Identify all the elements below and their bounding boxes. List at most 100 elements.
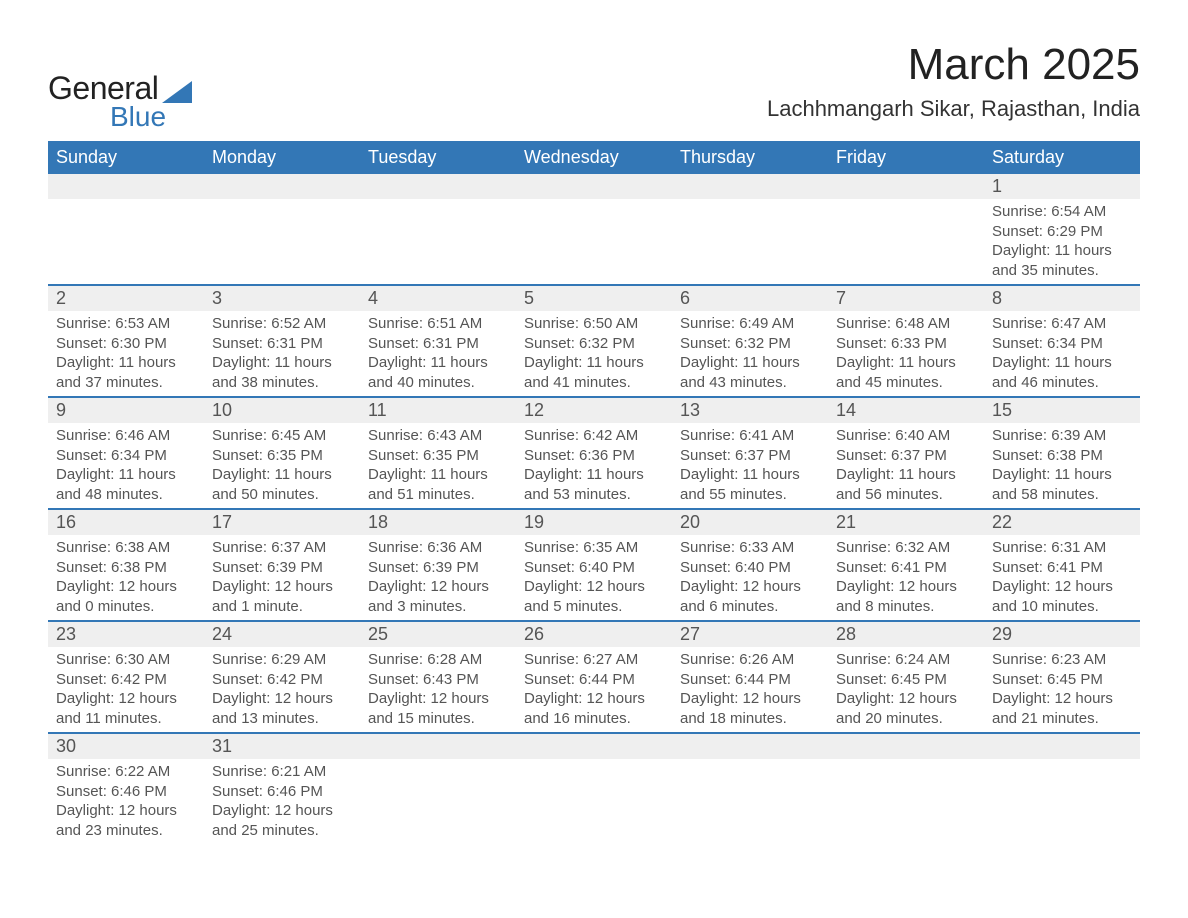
day-header: Saturday <box>984 141 1140 174</box>
header-block: General Blue March 2025 Lachhmangarh Sik… <box>48 40 1140 133</box>
daylight-text-2: and 21 minutes. <box>992 709 1132 729</box>
daylight-text-2: and 55 minutes. <box>680 485 820 505</box>
daylight-text-1: Daylight: 11 hours <box>56 353 196 373</box>
day-cell <box>828 759 984 844</box>
day-number: 20 <box>672 510 828 535</box>
calendar-details-row: Sunrise: 6:30 AMSunset: 6:42 PMDaylight:… <box>48 647 1140 732</box>
day-number <box>48 174 204 199</box>
daylight-text-2: and 38 minutes. <box>212 373 352 393</box>
day-cell: Sunrise: 6:53 AMSunset: 6:30 PMDaylight:… <box>48 311 204 396</box>
sunrise-text: Sunrise: 6:42 AM <box>524 426 664 446</box>
day-header: Tuesday <box>360 141 516 174</box>
day-header: Wednesday <box>516 141 672 174</box>
sunset-text: Sunset: 6:46 PM <box>56 782 196 802</box>
daylight-text-2: and 3 minutes. <box>368 597 508 617</box>
day-cell: Sunrise: 6:54 AMSunset: 6:29 PMDaylight:… <box>984 199 1140 284</box>
daylight-text-1: Daylight: 12 hours <box>524 689 664 709</box>
day-cell: Sunrise: 6:31 AMSunset: 6:41 PMDaylight:… <box>984 535 1140 620</box>
daylight-text-1: Daylight: 11 hours <box>992 465 1132 485</box>
day-header: Sunday <box>48 141 204 174</box>
calendar: Sunday Monday Tuesday Wednesday Thursday… <box>48 141 1140 844</box>
day-cell: Sunrise: 6:41 AMSunset: 6:37 PMDaylight:… <box>672 423 828 508</box>
daylight-text-1: Daylight: 12 hours <box>212 801 352 821</box>
day-number: 26 <box>516 622 672 647</box>
daylight-text-2: and 51 minutes. <box>368 485 508 505</box>
sunrise-text: Sunrise: 6:28 AM <box>368 650 508 670</box>
sunset-text: Sunset: 6:34 PM <box>992 334 1132 354</box>
sunrise-text: Sunrise: 6:35 AM <box>524 538 664 558</box>
daylight-text-2: and 46 minutes. <box>992 373 1132 393</box>
sunset-text: Sunset: 6:41 PM <box>992 558 1132 578</box>
sunrise-text: Sunrise: 6:46 AM <box>56 426 196 446</box>
daylight-text-1: Daylight: 12 hours <box>836 577 976 597</box>
daylight-text-2: and 13 minutes. <box>212 709 352 729</box>
sunset-text: Sunset: 6:44 PM <box>680 670 820 690</box>
day-cell: Sunrise: 6:26 AMSunset: 6:44 PMDaylight:… <box>672 647 828 732</box>
day-cell: Sunrise: 6:36 AMSunset: 6:39 PMDaylight:… <box>360 535 516 620</box>
location-text: Lachhmangarh Sikar, Rajasthan, India <box>767 96 1140 122</box>
sunrise-text: Sunrise: 6:22 AM <box>56 762 196 782</box>
day-cell <box>984 759 1140 844</box>
daylight-text-1: Daylight: 11 hours <box>680 465 820 485</box>
day-cell <box>48 199 204 284</box>
daylight-text-1: Daylight: 11 hours <box>524 353 664 373</box>
sunset-text: Sunset: 6:32 PM <box>680 334 820 354</box>
title-block: March 2025 Lachhmangarh Sikar, Rajasthan… <box>767 40 1140 122</box>
day-number <box>984 734 1140 759</box>
daylight-text-2: and 35 minutes. <box>992 261 1132 281</box>
sunset-text: Sunset: 6:39 PM <box>212 558 352 578</box>
day-cell <box>516 759 672 844</box>
month-title: March 2025 <box>767 40 1140 90</box>
sunset-text: Sunset: 6:31 PM <box>212 334 352 354</box>
daylight-text-2: and 58 minutes. <box>992 485 1132 505</box>
day-cell: Sunrise: 6:52 AMSunset: 6:31 PMDaylight:… <box>204 311 360 396</box>
day-cell: Sunrise: 6:27 AMSunset: 6:44 PMDaylight:… <box>516 647 672 732</box>
calendar-details-row: Sunrise: 6:22 AMSunset: 6:46 PMDaylight:… <box>48 759 1140 844</box>
daylight-text-1: Daylight: 12 hours <box>992 689 1132 709</box>
daylight-text-1: Daylight: 12 hours <box>56 801 196 821</box>
day-cell: Sunrise: 6:29 AMSunset: 6:42 PMDaylight:… <box>204 647 360 732</box>
day-cell: Sunrise: 6:30 AMSunset: 6:42 PMDaylight:… <box>48 647 204 732</box>
sunrise-text: Sunrise: 6:37 AM <box>212 538 352 558</box>
daylight-text-1: Daylight: 11 hours <box>368 465 508 485</box>
sunrise-text: Sunrise: 6:27 AM <box>524 650 664 670</box>
day-header: Monday <box>204 141 360 174</box>
day-number <box>828 734 984 759</box>
daylight-text-2: and 23 minutes. <box>56 821 196 841</box>
daylight-text-1: Daylight: 12 hours <box>836 689 976 709</box>
daylight-text-1: Daylight: 11 hours <box>212 353 352 373</box>
daylight-text-2: and 25 minutes. <box>212 821 352 841</box>
daylight-text-1: Daylight: 11 hours <box>992 353 1132 373</box>
day-number: 10 <box>204 398 360 423</box>
daylight-text-1: Daylight: 12 hours <box>368 689 508 709</box>
sunrise-text: Sunrise: 6:36 AM <box>368 538 508 558</box>
day-number: 12 <box>516 398 672 423</box>
daylight-text-2: and 50 minutes. <box>212 485 352 505</box>
day-cell: Sunrise: 6:45 AMSunset: 6:35 PMDaylight:… <box>204 423 360 508</box>
calendar-daynum-row: 3031 <box>48 732 1140 759</box>
daylight-text-1: Daylight: 11 hours <box>524 465 664 485</box>
day-number: 27 <box>672 622 828 647</box>
day-cell <box>828 199 984 284</box>
day-number: 29 <box>984 622 1140 647</box>
day-number: 17 <box>204 510 360 535</box>
daylight-text-2: and 8 minutes. <box>836 597 976 617</box>
daylight-text-2: and 41 minutes. <box>524 373 664 393</box>
day-cell: Sunrise: 6:43 AMSunset: 6:35 PMDaylight:… <box>360 423 516 508</box>
daylight-text-2: and 45 minutes. <box>836 373 976 393</box>
day-cell: Sunrise: 6:38 AMSunset: 6:38 PMDaylight:… <box>48 535 204 620</box>
sunrise-text: Sunrise: 6:33 AM <box>680 538 820 558</box>
sunrise-text: Sunrise: 6:39 AM <box>992 426 1132 446</box>
daylight-text-1: Daylight: 12 hours <box>680 577 820 597</box>
daylight-text-1: Daylight: 11 hours <box>836 465 976 485</box>
daylight-text-1: Daylight: 11 hours <box>836 353 976 373</box>
logo-text-blue: Blue <box>110 101 192 133</box>
daylight-text-2: and 0 minutes. <box>56 597 196 617</box>
day-cell <box>516 199 672 284</box>
day-number <box>360 174 516 199</box>
sunrise-text: Sunrise: 6:40 AM <box>836 426 976 446</box>
sunrise-text: Sunrise: 6:48 AM <box>836 314 976 334</box>
day-number: 28 <box>828 622 984 647</box>
day-number: 18 <box>360 510 516 535</box>
sunrise-text: Sunrise: 6:30 AM <box>56 650 196 670</box>
